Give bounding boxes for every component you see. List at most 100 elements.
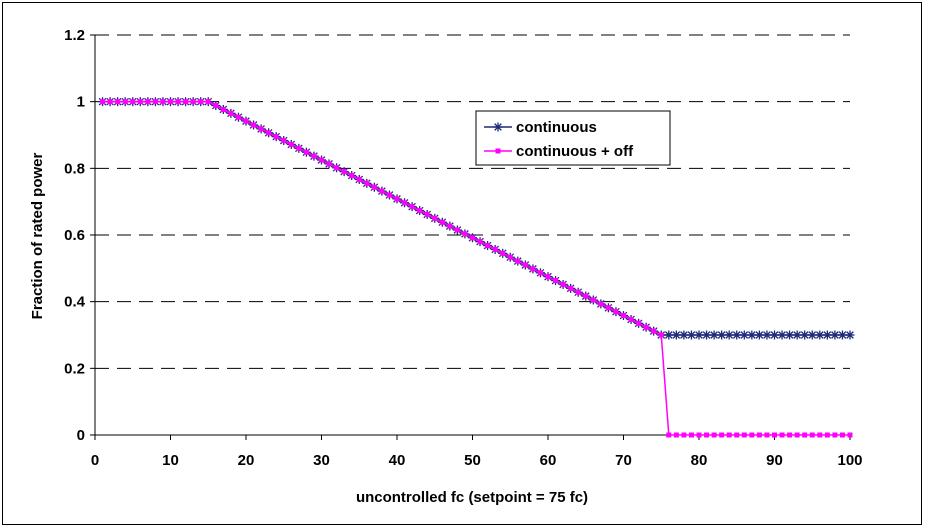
data-point xyxy=(492,246,498,252)
data-point xyxy=(747,330,757,340)
data-point xyxy=(394,196,400,202)
data-point xyxy=(560,281,566,287)
data-point xyxy=(568,285,574,291)
data-point xyxy=(832,432,838,438)
data-point xyxy=(613,309,619,315)
data-point xyxy=(545,274,551,280)
data-point xyxy=(651,328,657,334)
data-point xyxy=(334,165,340,171)
data-point xyxy=(341,169,347,175)
x-tick-label: 50 xyxy=(464,452,481,469)
data-point xyxy=(583,293,589,299)
data-point xyxy=(696,432,702,438)
data-point xyxy=(145,99,151,105)
data-point xyxy=(266,130,272,136)
data-point xyxy=(802,432,808,438)
data-point xyxy=(628,316,634,322)
data-point xyxy=(770,330,779,340)
data-point xyxy=(732,330,742,340)
data-point xyxy=(470,235,475,241)
data-point xyxy=(553,278,559,284)
data-point xyxy=(800,330,810,340)
data-point xyxy=(741,432,747,438)
data-point xyxy=(500,250,506,256)
data-point xyxy=(809,432,815,438)
data-point xyxy=(734,432,740,438)
data-point xyxy=(694,330,704,340)
data-point xyxy=(311,153,317,159)
data-point xyxy=(575,289,581,295)
data-point xyxy=(666,432,672,438)
data-point xyxy=(679,330,689,340)
data-point xyxy=(688,432,694,438)
data-point xyxy=(673,432,679,438)
x-tick-label: 40 xyxy=(389,452,406,469)
data-point xyxy=(190,99,196,105)
y-tick-label: 0.4 xyxy=(64,294,86,311)
data-point xyxy=(356,176,362,182)
data-point xyxy=(220,106,226,112)
data-point xyxy=(432,215,438,221)
legend-label-continuous: continuous xyxy=(516,119,597,136)
data-point xyxy=(711,432,717,438)
data-point xyxy=(462,231,468,237)
series-continuous-off xyxy=(100,99,853,438)
data-point xyxy=(243,118,249,124)
y-tick-label: 0.6 xyxy=(64,227,85,244)
data-point xyxy=(772,432,777,438)
data-point xyxy=(756,432,762,438)
data-point xyxy=(386,192,392,198)
data-point xyxy=(115,99,121,105)
legend-label-continuous-off: continuous + off xyxy=(516,143,634,160)
data-point xyxy=(281,138,287,144)
x-tick-label: 90 xyxy=(766,452,783,469)
data-point xyxy=(522,262,528,268)
data-point xyxy=(749,432,755,438)
y-ticks: 0 0.2 0.4 0.6 0.8 1 1.2 xyxy=(64,27,95,444)
data-point xyxy=(485,243,491,249)
y-tick-label: 0 xyxy=(77,427,85,444)
data-point xyxy=(228,110,234,116)
data-point xyxy=(643,324,649,330)
data-point xyxy=(785,330,795,340)
data-point xyxy=(402,200,408,206)
data-point xyxy=(515,258,521,264)
data-point xyxy=(664,330,674,340)
data-point xyxy=(273,134,279,140)
data-point xyxy=(183,99,189,105)
legend-marker-continuous xyxy=(493,122,503,132)
data-point xyxy=(779,432,785,438)
data-point xyxy=(709,330,719,340)
data-point xyxy=(658,332,664,338)
x-tick-label: 30 xyxy=(313,452,330,469)
data-point xyxy=(100,99,106,105)
data-point xyxy=(507,254,513,260)
data-point xyxy=(122,99,128,105)
data-point xyxy=(205,99,211,105)
data-point xyxy=(815,330,825,340)
data-point xyxy=(107,99,113,105)
legend-marker-asterisk xyxy=(493,122,503,132)
data-point xyxy=(681,432,687,438)
data-point xyxy=(739,330,749,340)
data-point xyxy=(762,330,772,340)
data-point xyxy=(845,330,855,340)
data-point xyxy=(754,330,764,340)
data-point xyxy=(439,219,445,225)
y-tick-label: 0.2 xyxy=(64,360,85,377)
data-point xyxy=(807,330,817,340)
data-point xyxy=(235,114,241,120)
data-point xyxy=(590,297,596,303)
data-point xyxy=(168,99,173,105)
data-point xyxy=(288,141,294,147)
legend-marker-square xyxy=(495,148,501,154)
data-point xyxy=(702,330,712,340)
data-point xyxy=(175,99,181,105)
y-tick-label: 1.2 xyxy=(64,27,85,44)
data-point xyxy=(130,99,136,105)
data-point xyxy=(686,330,696,340)
data-point xyxy=(598,301,604,307)
series-group xyxy=(98,97,855,438)
